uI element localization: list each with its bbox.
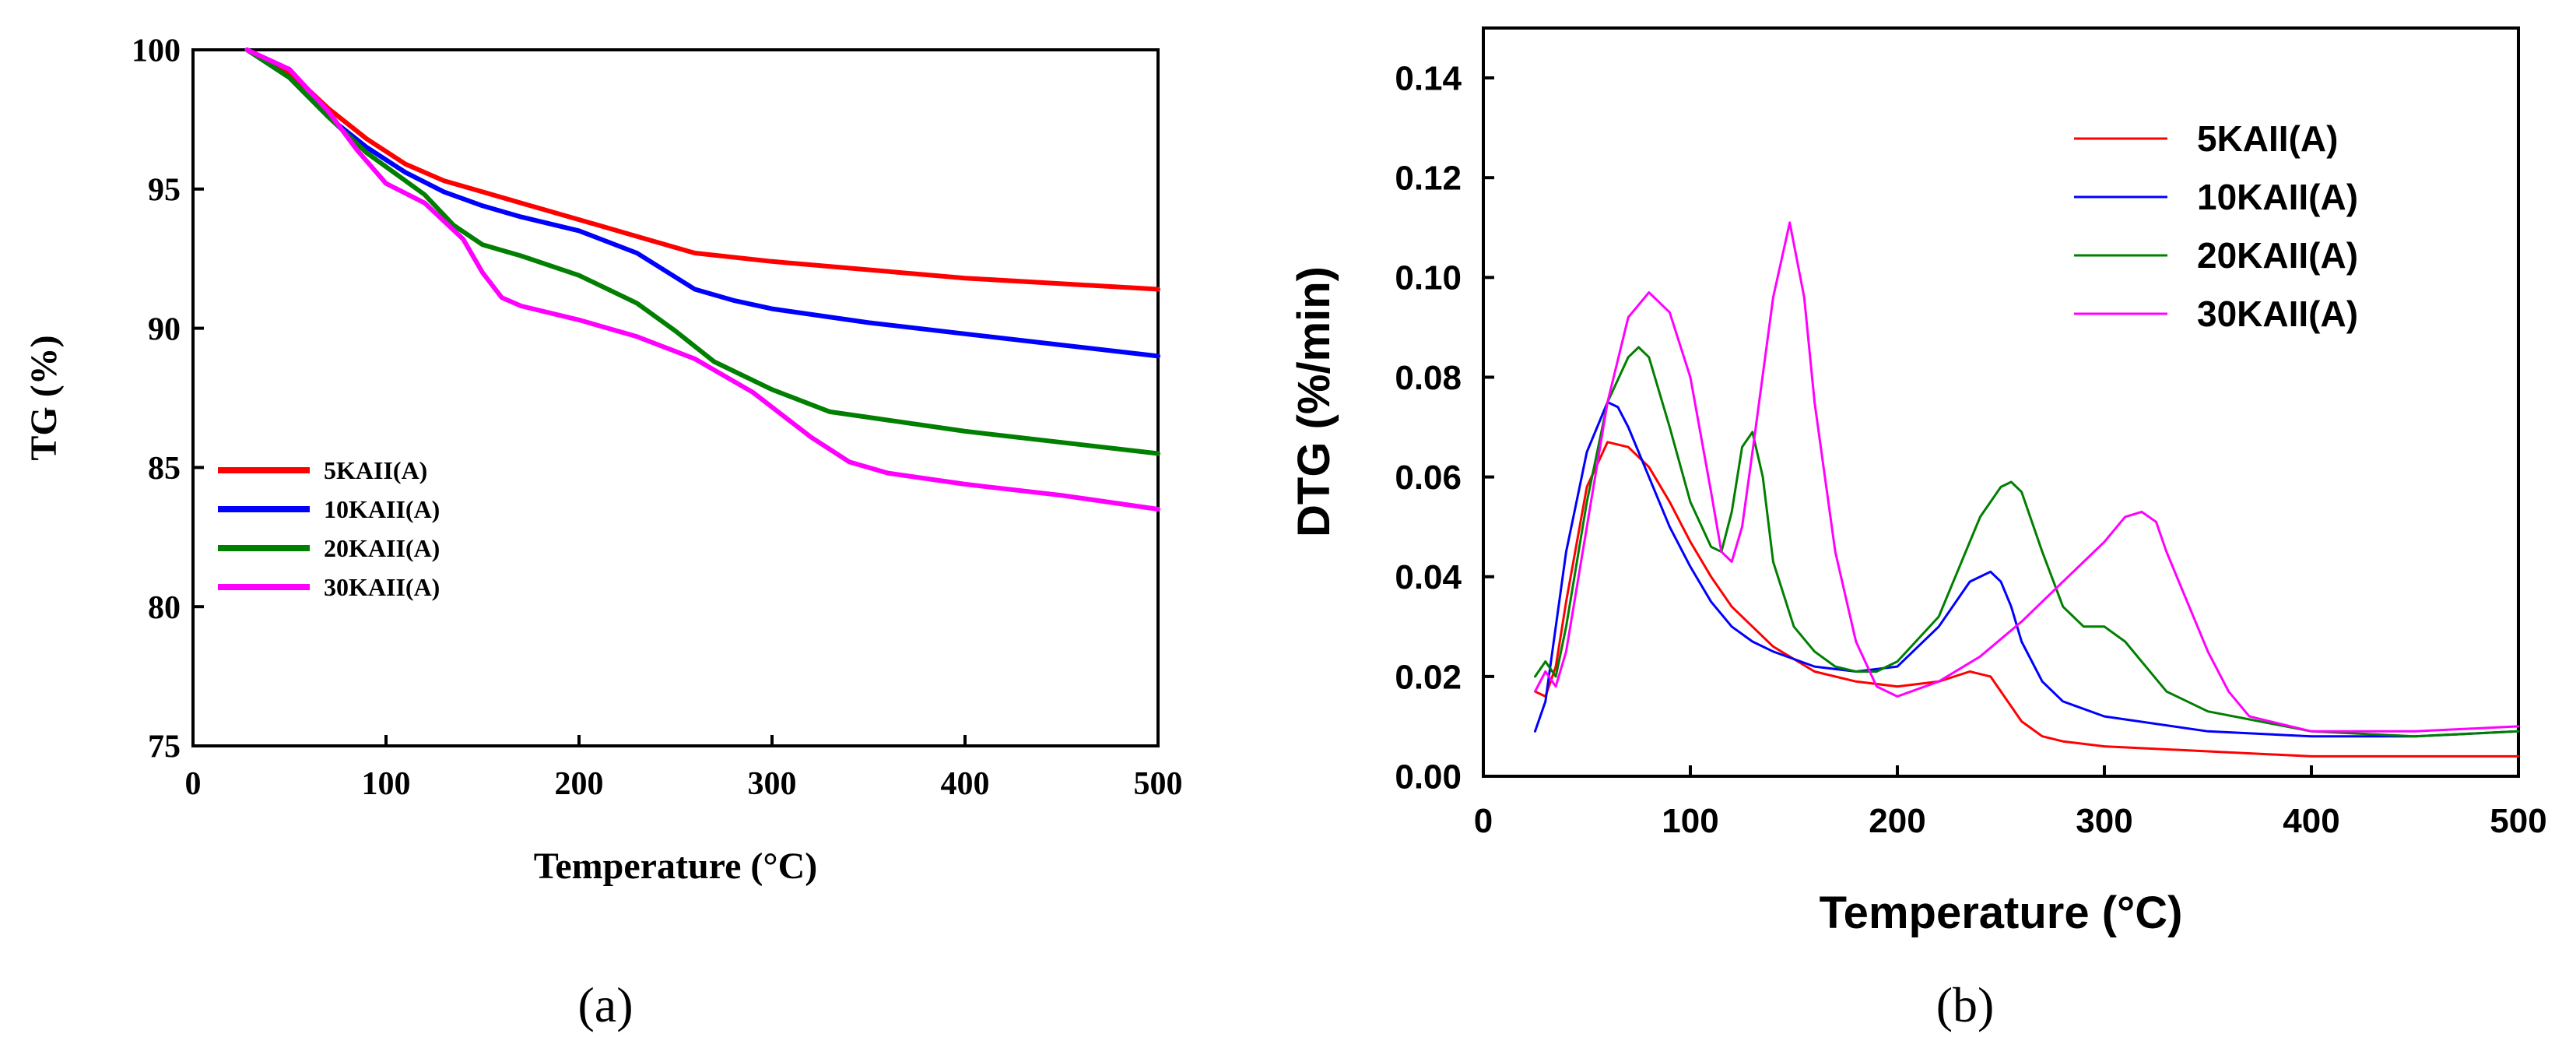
panel-b-series-group: [1534, 221, 2520, 758]
panel-b-x-tick-label: 100: [1662, 802, 1718, 840]
panel-b-y-tick-label: 0.10: [1395, 259, 1462, 297]
panel-b-legend-label-5kaii-a: 5KAII(A): [2197, 118, 2338, 159]
panel-b-x-tick-label: 400: [2283, 802, 2339, 840]
panel-a-legend-label-20kaii-a: 20KAII(A): [324, 534, 440, 562]
panel-a-y-tick-label: 90: [148, 311, 181, 347]
panel-a-legend: 5KAII(A) 10KAII(A) 20KAII(A) 30KAII(A): [218, 456, 440, 601]
panel-b-legend-label-30kaii-a: 30KAII(A): [2197, 294, 2358, 334]
panel-b-x-tick-label: 0: [1474, 802, 1493, 840]
panel-a-label: (a): [577, 977, 633, 1032]
panel-b-ticks-group: 0 100 200 300 400 500 0.00 0.02 0.04 0.06 0.08 0.10…: [1395, 59, 2546, 840]
panel-b-label: (b): [1936, 977, 1995, 1032]
panel-b-legend-label-20kaii-a: 20KAII(A): [2197, 235, 2358, 276]
panel-b-x-axis-label: Temperature (°C): [1820, 888, 2183, 938]
panel-a-legend-label-5kaii-a: 5KAII(A): [324, 456, 427, 484]
panel-b-y-axis-label: DTG (%/min): [1289, 266, 1339, 537]
panel-a-x-tick-label: 100: [362, 766, 411, 802]
panel-b-y-tick-label: 0.04: [1395, 558, 1462, 596]
panel-a-x-tick-label: 400: [941, 766, 990, 802]
panel-b-y-tick-label: 0.08: [1395, 359, 1462, 397]
panel-a-tg-chart: 0 100 200 300 400 500 75 80 85 90 95 100 5KAII(A) 10…: [23, 33, 1183, 1032]
panel-a-x-tick-label: 300: [748, 766, 797, 802]
panel-b-legend-label-10kaii-a: 10KAII(A): [2197, 177, 2358, 217]
panel-a-x-tick-label: 500: [1134, 766, 1183, 802]
panel-b-x-tick-label: 500: [2490, 802, 2546, 840]
panel-a-plot-frame: [191, 48, 1160, 747]
panel-b-dtg-chart: 0 100 200 300 400 500 0.00 0.02 0.04 0.06 0.08 0.10…: [1289, 26, 2547, 1032]
panel-b-series-5kaii-a: [1534, 441, 2520, 758]
panel-a-series-10kaii-a: [244, 47, 1160, 359]
panel-b-plot-frame: [1482, 26, 2520, 778]
panel-a-y-tick-label: 95: [148, 173, 181, 209]
panel-b-y-tick-label: 0.02: [1395, 658, 1462, 696]
panel-a-legend-label-10kaii-a: 10KAII(A): [324, 495, 440, 523]
panel-a-y-tick-label: 85: [148, 451, 181, 487]
panel-b-y-tick-label: 0.12: [1395, 160, 1462, 198]
panel-a-x-axis-label: Temperature (°C): [534, 846, 817, 887]
panel-a-series-30kaii-a: [244, 47, 1160, 512]
panel-b-legend: 5KAII(A) 10KAII(A) 20KAII(A) 30KAII(A): [2074, 118, 2358, 334]
panel-b-x-tick-label: 200: [1869, 802, 1925, 840]
panel-a-x-tick-label: 0: [185, 766, 202, 802]
panel-b-series-20kaii-a: [1534, 346, 2520, 738]
panel-a-y-axis-label: TG (%): [23, 335, 65, 460]
panel-a-series-5kaii-a: [244, 47, 1160, 292]
panel-b-y-tick-label: 0.00: [1395, 758, 1462, 796]
panel-b-x-tick-label: 300: [2076, 802, 2132, 840]
panel-a-series-20kaii-a: [244, 47, 1160, 456]
panel-b-y-tick-label: 0.14: [1395, 59, 1462, 97]
panel-a-y-tick-label: 80: [148, 590, 181, 626]
panel-a-legend-label-30kaii-a: 30KAII(A): [324, 573, 440, 601]
panel-a-y-tick-label: 75: [148, 730, 181, 765]
panel-a-ticks-group: 0 100 200 300 400 500 75 80 85 90 95 100: [132, 33, 1183, 802]
panel-a-x-tick-label: 200: [555, 766, 604, 802]
panel-a-y-tick-label: 100: [132, 33, 181, 69]
panel-b-y-tick-label: 0.06: [1395, 459, 1462, 497]
panel-b-series-10kaii-a: [1534, 401, 2520, 738]
panel-b-series-30kaii-a: [1534, 221, 2520, 733]
panel-a-series-group: [244, 47, 1160, 512]
